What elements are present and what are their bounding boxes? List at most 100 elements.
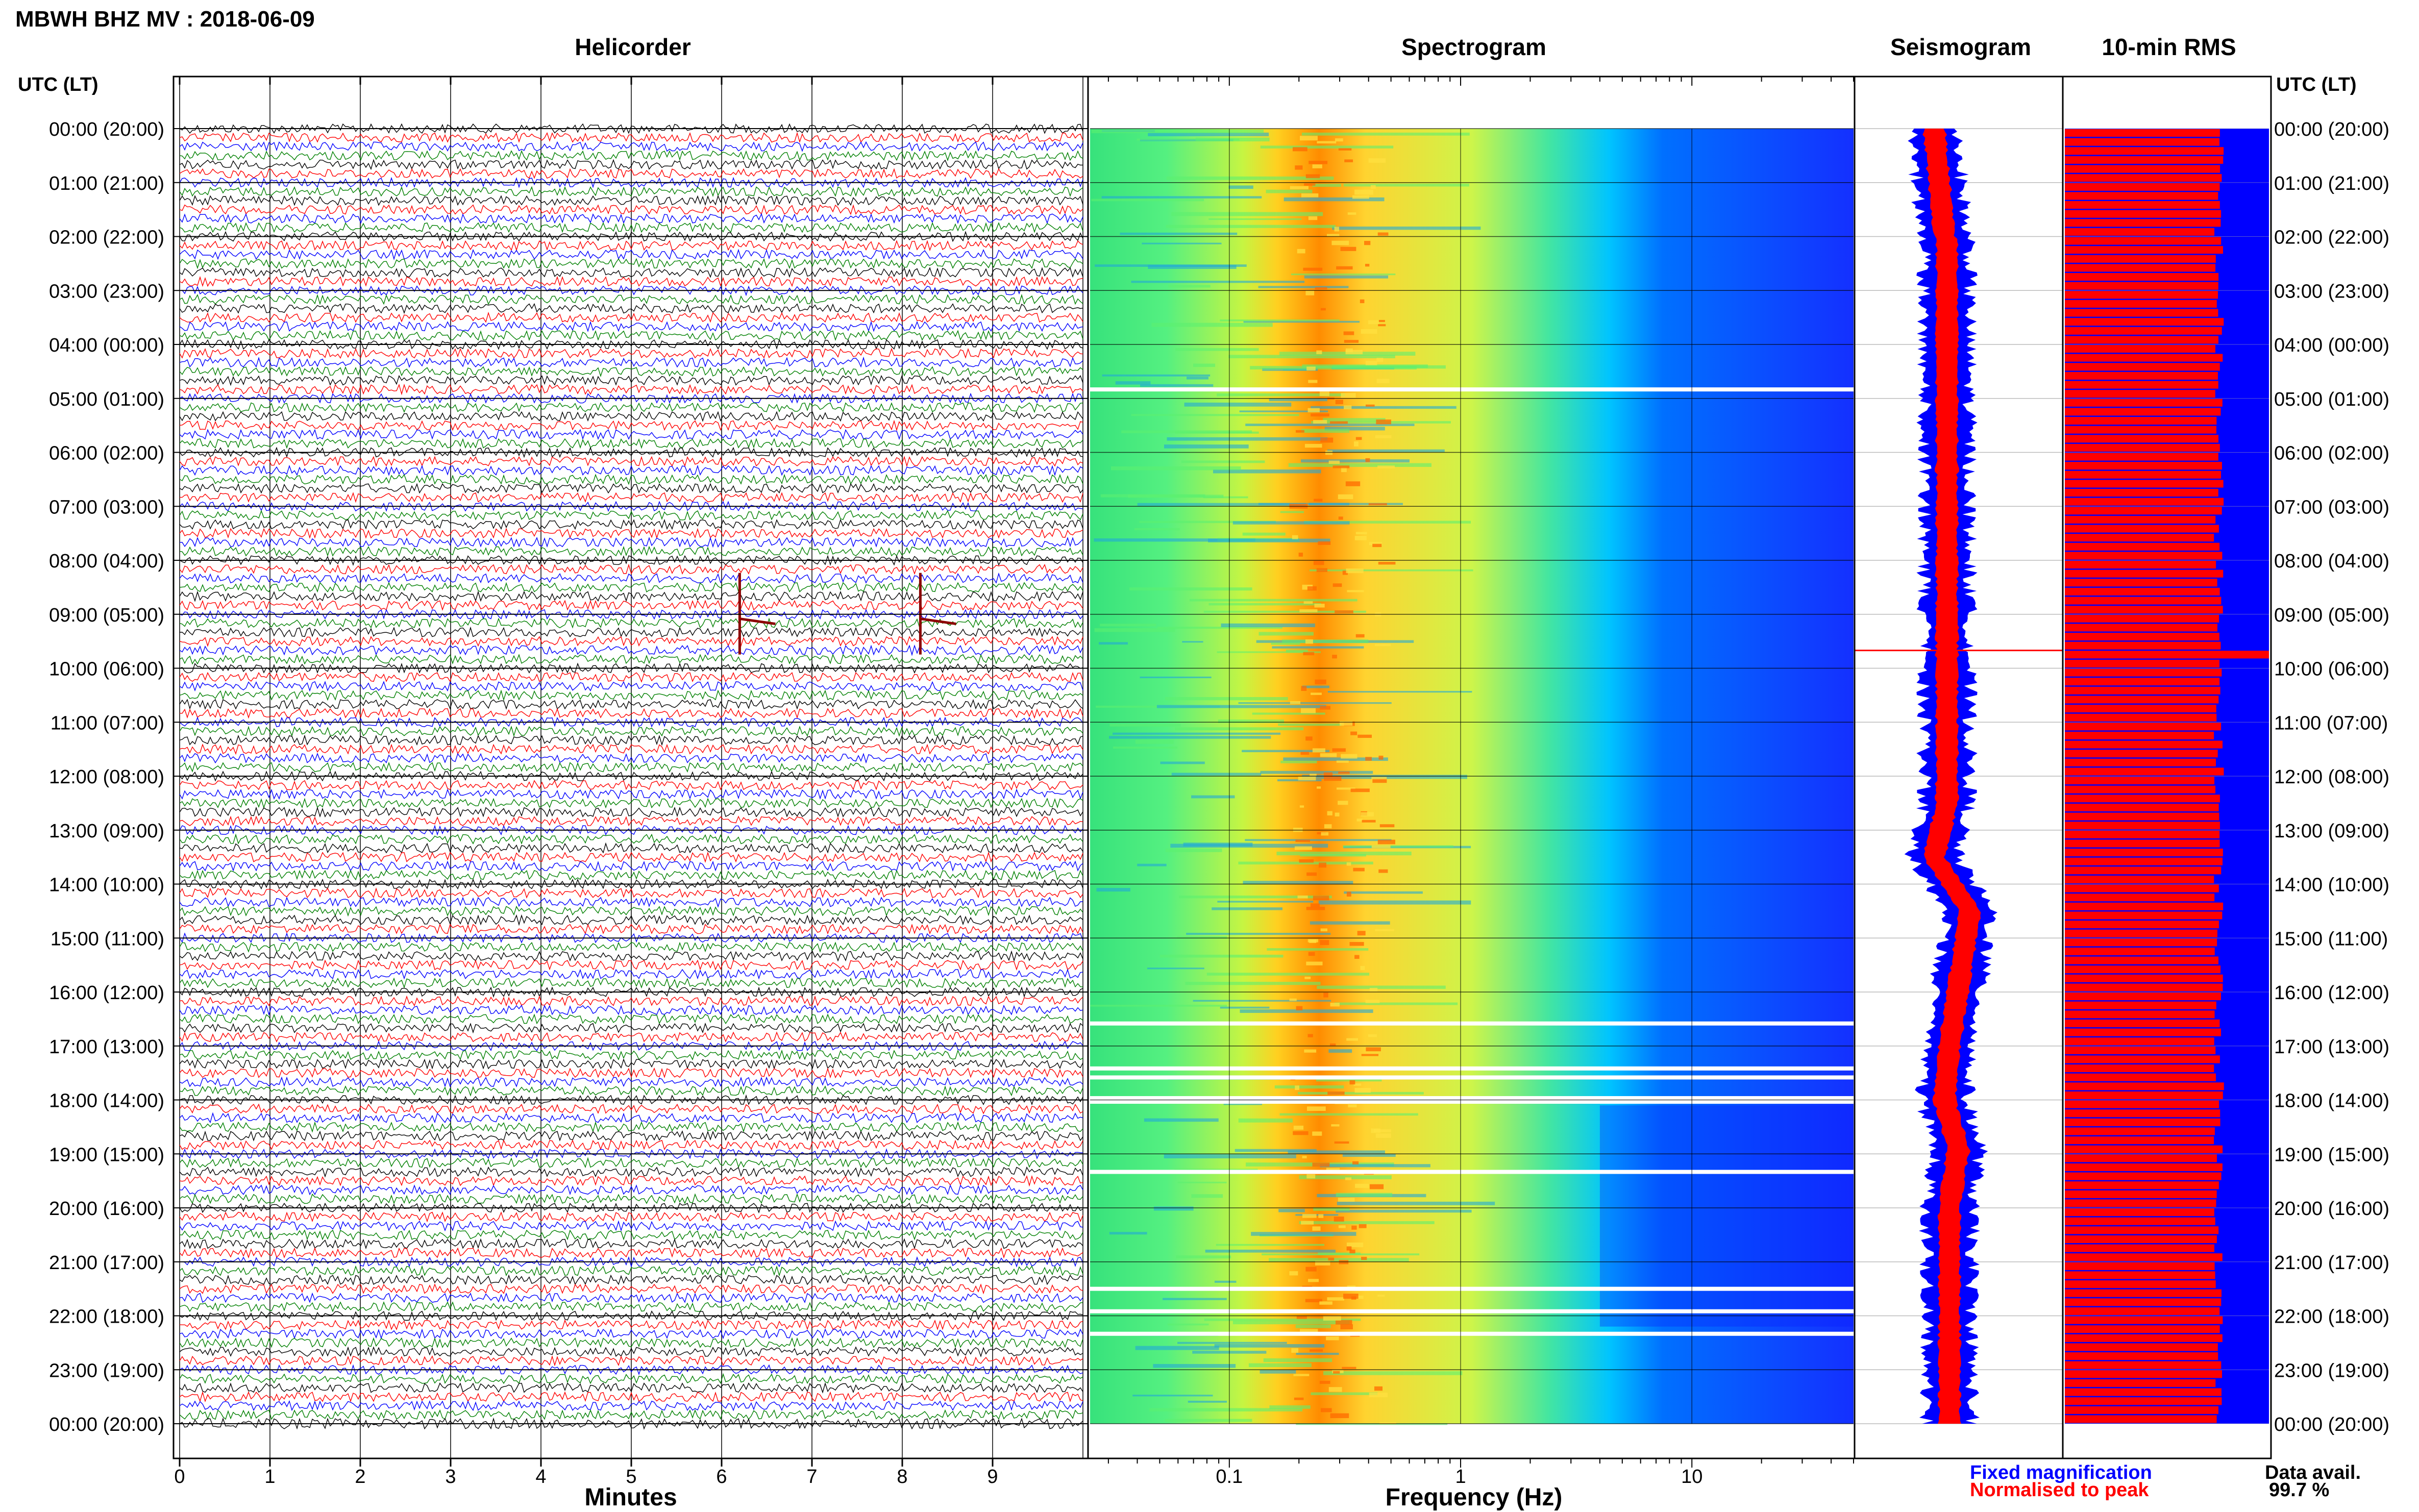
spectrogram-texture: [1102, 374, 1211, 377]
rms-bar: [2065, 1172, 2221, 1180]
spectrogram-gap: [1090, 1021, 1854, 1026]
rms-bar: [2065, 1307, 2220, 1315]
time-label-left: 03:00 (23:00): [49, 281, 164, 302]
spectrogram-texture: [1347, 1285, 1356, 1288]
time-label-right: 05:00 (01:00): [2274, 389, 2389, 410]
spectrogram-texture: [1245, 424, 1415, 426]
spectrogram-texture: [1308, 380, 1318, 383]
spectrogram-texture: [1206, 973, 1370, 976]
helicorder-trace: [179, 293, 1083, 305]
spectrogram-texture: [1327, 1297, 1345, 1301]
spectrogram-texture: [1243, 881, 1353, 884]
spectrogram-texture: [1205, 1249, 1336, 1253]
spectrogram-texture: [1344, 159, 1353, 162]
spectrogram-texture: [1165, 1419, 1252, 1422]
rms-bar: [2065, 696, 2219, 704]
spectrogram-texture: [1323, 1316, 1341, 1321]
spectrogram-texture: [1378, 320, 1385, 323]
spectrogram-texture: [1378, 561, 1396, 565]
spectrogram-texture: [1374, 1129, 1391, 1132]
spectrogram-texture: [1299, 859, 1314, 863]
spectrogram-gap: [1090, 1066, 1854, 1071]
spectrogram-panel: [1090, 128, 1854, 1425]
spectrogram-texture: [1332, 748, 1346, 752]
spectrogram-texture: [1350, 731, 1357, 735]
time-label-right: 20:00 (16:00): [2274, 1198, 2389, 1220]
spectrogram-gap: [1090, 1075, 1854, 1080]
rms-bar: [2065, 705, 2216, 713]
spectrogram-texture: [1314, 499, 1323, 502]
right-axis-label: UTC (LT): [2276, 74, 2357, 95]
spectrogram-texture: [1242, 532, 1286, 536]
spectrogram-texture: [1320, 706, 1330, 710]
helicorder-trace: [179, 1319, 1083, 1331]
rms-bar: [2065, 1262, 2215, 1270]
spectrogram-texture: [1320, 1164, 1430, 1168]
rms-bar: [2065, 1001, 2216, 1009]
spectrogram-texture: [1163, 1298, 1227, 1300]
spectrogram-texture: [1342, 1367, 1356, 1369]
spectrogram-texture: [1306, 961, 1323, 965]
spectrogram-texture: [1306, 872, 1317, 876]
rms-bar: [2065, 1415, 2217, 1423]
rms-bar: [2065, 435, 2219, 443]
helicorder-trace: [179, 132, 1083, 143]
spectrogram-texture: [1347, 212, 1356, 215]
rms-bar: [2065, 1280, 2216, 1288]
spectrogram-texture: [1335, 610, 1353, 613]
spectrogram-texture: [1344, 891, 1423, 894]
rms-bar: [2065, 1163, 2223, 1171]
spectrogram-region: [1599, 1105, 1854, 1327]
helicorder-trace: [179, 204, 1083, 215]
spectrogram-texture: [1327, 1092, 1345, 1095]
helicorder-trace: [179, 177, 1083, 188]
helicorder-trace: [179, 356, 1083, 368]
x-axes: 0 1 2 3 4 5 6 7 8 9 0.1 1 10: [174, 77, 1854, 1488]
helicorder-trace: [179, 914, 1083, 926]
spectrogram-texture: [1153, 1364, 1236, 1368]
rms-bar: [2065, 1118, 2220, 1126]
rms-bar: [2065, 255, 2216, 263]
rms-bar: [2065, 1010, 2215, 1019]
spectrogram-texture: [1263, 1358, 1332, 1362]
helicorder-trace: [179, 510, 1083, 521]
spectrogram-texture: [1365, 458, 1370, 462]
spectrogram-texture: [1298, 552, 1303, 557]
rms-bar: [2065, 911, 2223, 920]
rms-bar: [2065, 273, 2219, 281]
spectrogram-tick-label: 10: [1681, 1466, 1702, 1488]
spectrogram-texture: [1142, 242, 1222, 244]
helicorder-trace: [179, 582, 1083, 593]
rms-bar: [2065, 857, 2223, 865]
spectrogram-texture: [1335, 138, 1343, 142]
spectrogram-texture: [1336, 1209, 1472, 1213]
spectrogram-texture: [1365, 264, 1370, 267]
spectrogram-texture: [1129, 587, 1252, 591]
spectrogram-texture: [1330, 1003, 1340, 1007]
spectrogram-texture: [1308, 952, 1315, 956]
rms-bar: [2065, 1208, 2214, 1217]
spectrogram-texture: [1304, 1049, 1317, 1053]
spectrogram-texture: [1109, 736, 1271, 739]
spectrogram-texture: [1360, 299, 1365, 304]
spectrogram-tick-label: 1: [1455, 1466, 1466, 1488]
spectrogram-texture: [1289, 1271, 1298, 1276]
rms-bar: [2065, 1406, 2218, 1414]
spectrogram-texture: [1297, 895, 1308, 899]
rms-bar: [2065, 750, 2218, 758]
spectrogram-texture: [1208, 603, 1321, 606]
helicorder-tick-label: 6: [716, 1466, 727, 1488]
time-label-left: 15:00 (11:00): [51, 928, 164, 950]
helicorder-trace: [179, 1202, 1083, 1213]
helicorder-trace: [179, 1355, 1083, 1367]
spectrogram-texture: [1228, 185, 1253, 189]
spectrogram-texture: [1302, 1214, 1317, 1218]
time-label-right: 07:00 (03:00): [2274, 497, 2389, 518]
spectrogram-texture: [1313, 420, 1327, 424]
helicorder-trace: [179, 986, 1083, 998]
rms-bar: [2065, 1361, 2221, 1369]
spectrogram-texture: [1235, 1149, 1317, 1152]
spectrogram-texture: [1315, 679, 1326, 684]
helicorder-trace: [179, 240, 1083, 252]
rms-bar: [2065, 1046, 2216, 1054]
